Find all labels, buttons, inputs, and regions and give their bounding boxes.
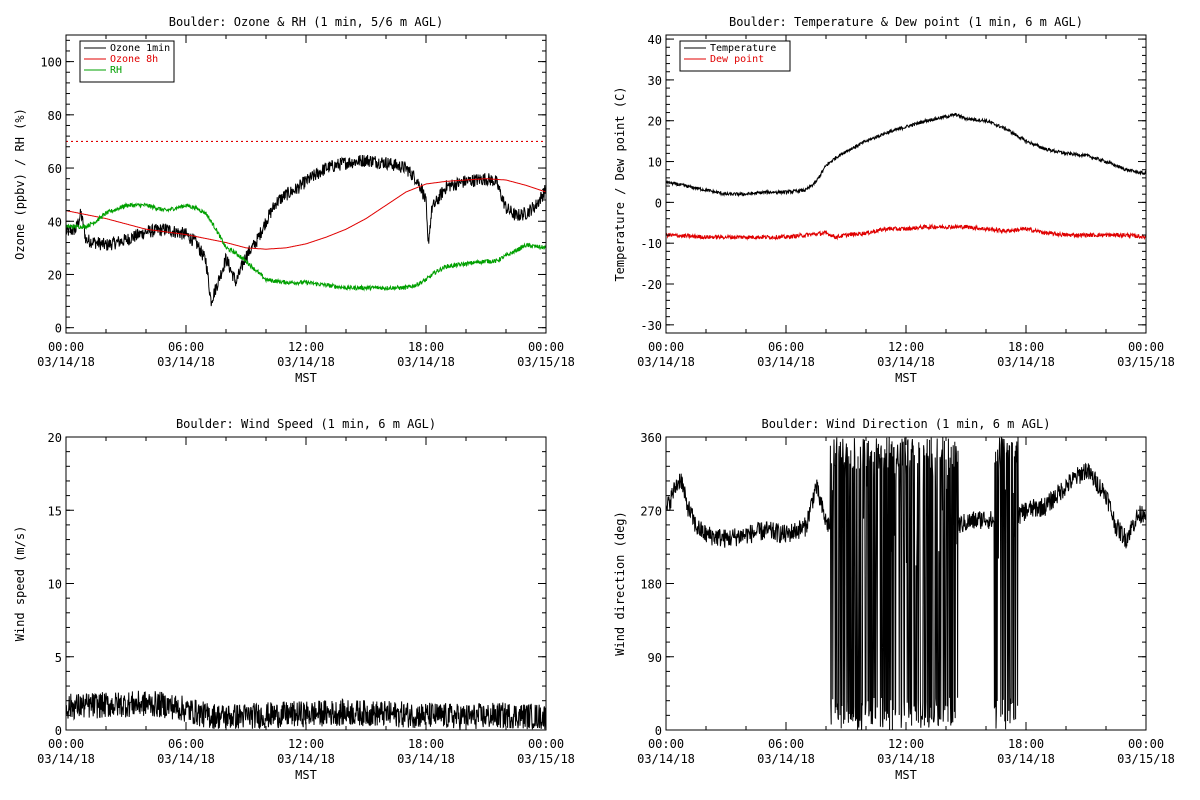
x-tick-label-time: 00:00 bbox=[648, 340, 684, 354]
y-tick-label: 270 bbox=[640, 504, 662, 518]
x-tick-label-time: 00:00 bbox=[528, 340, 564, 354]
series-line-temperature bbox=[666, 112, 1146, 198]
legend-entry: Temperature bbox=[710, 43, 776, 54]
x-tick-label-date: 03/14/18 bbox=[637, 355, 695, 369]
x-tick-label-date: 03/15/18 bbox=[517, 355, 575, 369]
y-tick-label: 20 bbox=[48, 431, 62, 445]
x-tick-label-date: 03/14/18 bbox=[997, 752, 1055, 766]
x-tick-label-date: 03/14/18 bbox=[757, 752, 815, 766]
x-tick-label-time: 00:00 bbox=[1128, 737, 1164, 751]
x-tick-label-date: 03/14/18 bbox=[877, 752, 935, 766]
x-tick-label-time: 12:00 bbox=[888, 737, 924, 751]
x-tick-label-time: 06:00 bbox=[768, 340, 804, 354]
y-axis-label: Temperature / Dew point (C) bbox=[613, 86, 627, 281]
x-axis-label: MST bbox=[295, 371, 317, 385]
chart-panel-2: Boulder: Temperature & Dew point (1 min,… bbox=[613, 15, 1175, 385]
series-line-dew-point bbox=[666, 223, 1146, 241]
x-tick-label-date: 03/15/18 bbox=[1117, 752, 1175, 766]
y-tick-label: 30 bbox=[648, 74, 662, 88]
y-tick-label: 90 bbox=[648, 651, 662, 665]
y-tick-label: 15 bbox=[48, 504, 62, 518]
y-tick-label: 0 bbox=[55, 724, 62, 738]
x-tick-label-date: 03/14/18 bbox=[157, 355, 215, 369]
plot-frame bbox=[65, 436, 547, 731]
x-tick-label-time: 06:00 bbox=[168, 340, 204, 354]
x-tick-label-date: 03/14/18 bbox=[397, 752, 455, 766]
x-axis-label: MST bbox=[895, 768, 917, 782]
legend-entry: Ozone 8h bbox=[110, 54, 158, 65]
x-axis-label: MST bbox=[295, 768, 317, 782]
y-tick-label: 20 bbox=[648, 115, 662, 129]
y-tick-label: 100 bbox=[40, 56, 62, 70]
x-tick-label-time: 00:00 bbox=[648, 737, 684, 751]
y-axis-label: Ozone (ppbv) / RH (%) bbox=[13, 108, 27, 260]
y-axis-label: Wind direction (deg) bbox=[613, 511, 627, 656]
y-tick-label: 40 bbox=[48, 215, 62, 229]
x-tick-label-date: 03/14/18 bbox=[277, 752, 335, 766]
y-tick-label: 10 bbox=[648, 156, 662, 170]
x-tick-label-time: 12:00 bbox=[888, 340, 924, 354]
x-tick-label-time: 18:00 bbox=[1008, 737, 1044, 751]
chart-title: Boulder: Wind Direction (1 min, 6 m AGL) bbox=[762, 417, 1051, 431]
x-tick-label-time: 12:00 bbox=[288, 737, 324, 751]
x-axis-label: MST bbox=[895, 371, 917, 385]
y-tick-label: 40 bbox=[648, 33, 662, 47]
y-tick-label: 0 bbox=[55, 322, 62, 336]
x-tick-label-date: 03/14/18 bbox=[277, 355, 335, 369]
x-tick-label-date: 03/14/18 bbox=[877, 355, 935, 369]
x-tick-label-time: 12:00 bbox=[288, 340, 324, 354]
y-tick-label: 10 bbox=[48, 578, 62, 592]
chart-panel-1: Boulder: Ozone & RH (1 min, 5/6 m AGL) 0 2… bbox=[13, 15, 575, 385]
y-tick-label: -30 bbox=[640, 319, 662, 333]
x-tick-label-time: 18:00 bbox=[408, 737, 444, 751]
x-tick-label-date: 03/14/18 bbox=[37, 355, 95, 369]
legend-box bbox=[679, 40, 791, 72]
series-line-rh bbox=[66, 202, 546, 292]
y-tick-label: 360 bbox=[640, 431, 662, 445]
y-tick-label: 60 bbox=[48, 162, 62, 176]
y-tick-label: -20 bbox=[640, 278, 662, 292]
legend-entry: Dew point bbox=[710, 54, 764, 65]
x-tick-label-date: 03/14/18 bbox=[997, 355, 1055, 369]
x-tick-label-time: 00:00 bbox=[1128, 340, 1164, 354]
x-tick-label-date: 03/14/18 bbox=[637, 752, 695, 766]
plot-frame bbox=[665, 34, 1147, 334]
chart-title: Boulder: Wind Speed (1 min, 6 m AGL) bbox=[176, 417, 436, 431]
x-tick-label-date: 03/15/18 bbox=[517, 752, 575, 766]
y-tick-label: 80 bbox=[48, 109, 62, 123]
x-tick-label-date: 03/15/18 bbox=[1117, 355, 1175, 369]
chart-panel-4: Boulder: Wind Direction (1 min, 6 m AGL)… bbox=[613, 417, 1175, 782]
x-tick-label-time: 00:00 bbox=[48, 340, 84, 354]
y-tick-label: 0 bbox=[655, 196, 662, 210]
x-tick-label-time: 00:00 bbox=[48, 737, 84, 751]
x-tick-label-time: 06:00 bbox=[168, 737, 204, 751]
y-axis-label: Wind speed (m/s) bbox=[13, 526, 27, 642]
y-tick-label: -10 bbox=[640, 237, 662, 251]
legend-entry: Ozone 1min bbox=[110, 43, 170, 54]
y-tick-label: 180 bbox=[640, 578, 662, 592]
y-tick-label: 0 bbox=[655, 724, 662, 738]
chart-title: Boulder: Temperature & Dew point (1 min,… bbox=[729, 15, 1083, 29]
x-tick-label-date: 03/14/18 bbox=[157, 752, 215, 766]
series-line-1 bbox=[666, 437, 1146, 730]
y-tick-label: 5 bbox=[55, 651, 62, 665]
x-tick-label-date: 03/14/18 bbox=[757, 355, 815, 369]
series-line-ozone-8h bbox=[66, 178, 546, 250]
x-tick-label-time: 18:00 bbox=[408, 340, 444, 354]
legend-entry: RH bbox=[110, 65, 122, 76]
x-tick-label-date: 03/14/18 bbox=[37, 752, 95, 766]
x-tick-label-time: 00:00 bbox=[528, 737, 564, 751]
series-line-ozone-1min bbox=[66, 154, 546, 307]
y-tick-label: 20 bbox=[48, 268, 62, 282]
chart-panel-3: Boulder: Wind Speed (1 min, 6 m AGL) 0 5 10… bbox=[13, 417, 575, 782]
x-tick-label-time: 18:00 bbox=[1008, 340, 1044, 354]
chart-title: Boulder: Ozone & RH (1 min, 5/6 m AGL) bbox=[169, 15, 444, 29]
x-tick-label-date: 03/14/18 bbox=[397, 355, 455, 369]
x-tick-label-time: 06:00 bbox=[768, 737, 804, 751]
